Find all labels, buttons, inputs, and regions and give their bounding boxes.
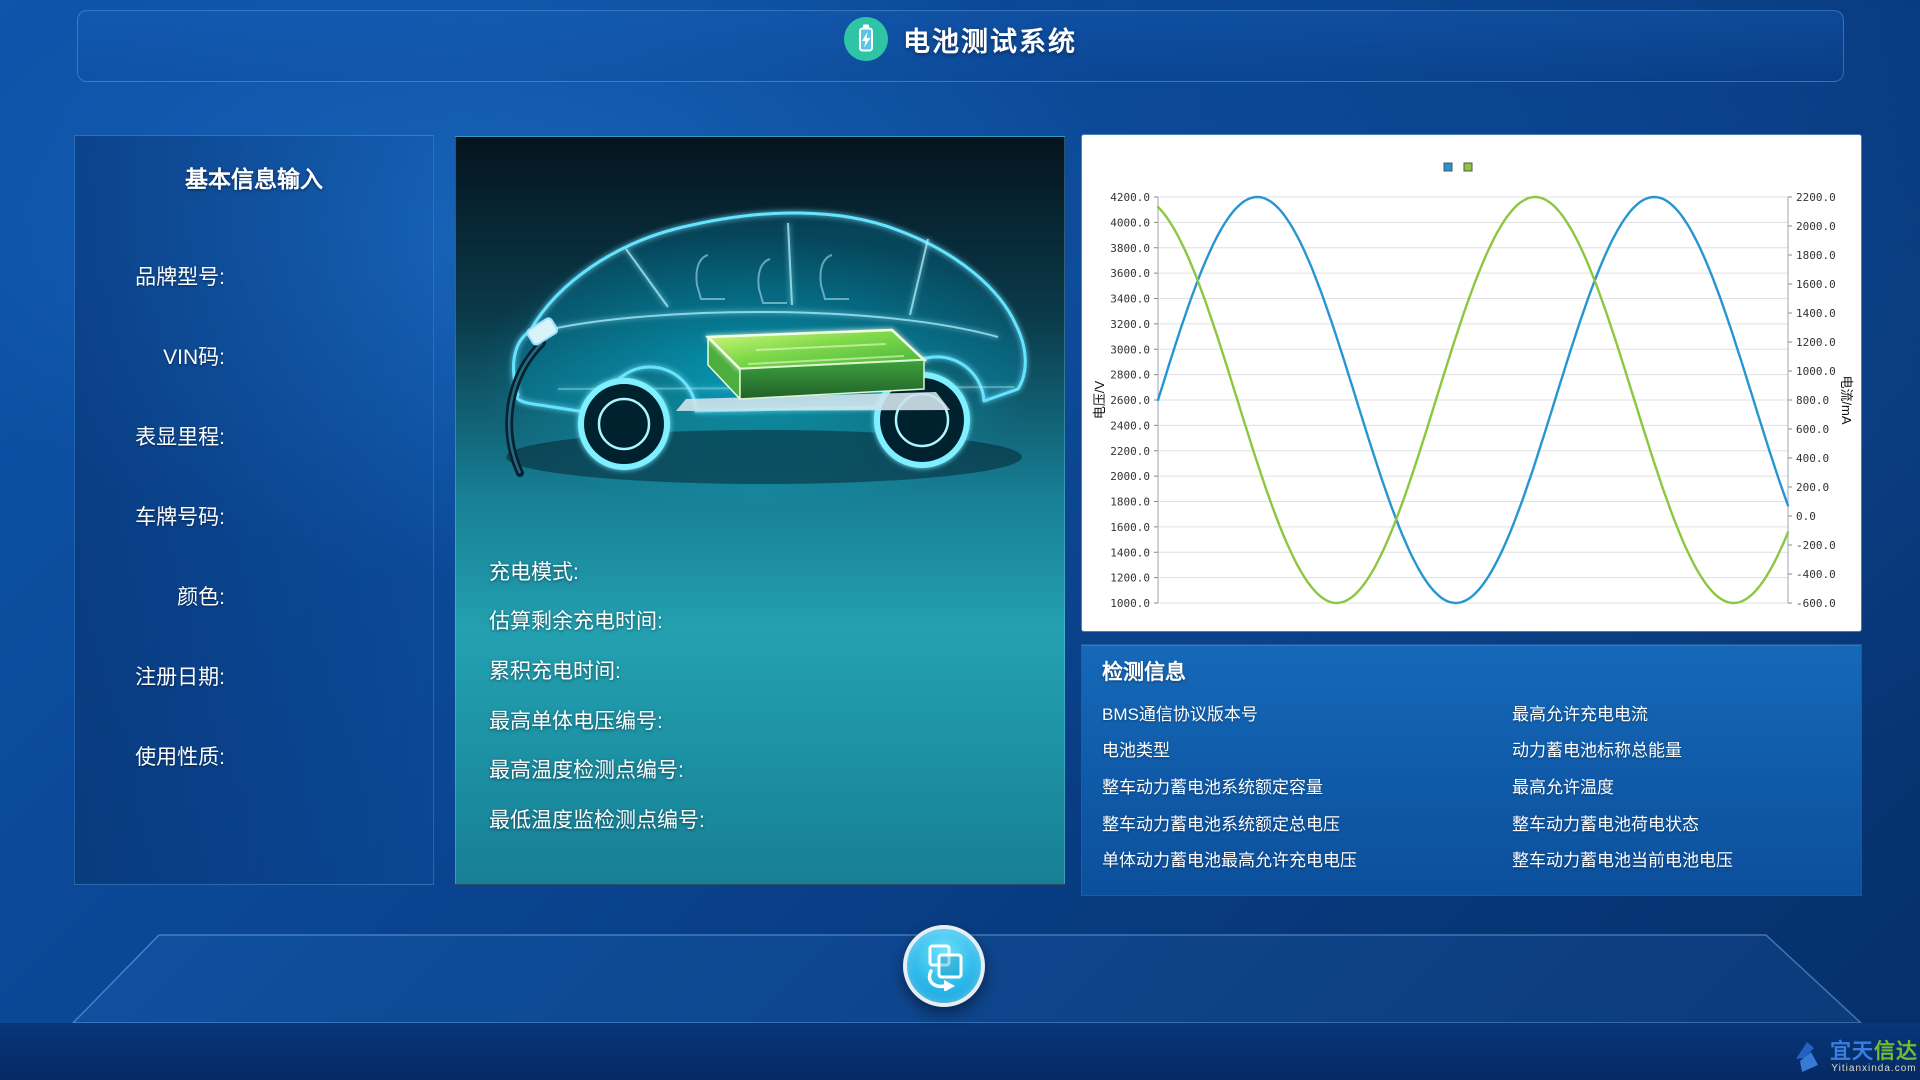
vehicle-panel: 充电模式: 估算剩余充电时间: 累积充电时间: 最高单体电压编号: 最高温度检测点编号:… [455, 136, 1065, 885]
charging-status-fields: 充电模式: 估算剩余充电时间: 累积充电时间: 最高单体电压编号: 最高温度检测点编号:… [489, 546, 705, 844]
svg-text:1200.0: 1200.0 [1110, 572, 1150, 585]
watermark-domain: Yitianxinda.com [1831, 1062, 1917, 1074]
svg-text:1000.0: 1000.0 [1110, 597, 1150, 610]
svg-text:200.0: 200.0 [1796, 481, 1829, 494]
svg-text:1600.0: 1600.0 [1110, 521, 1150, 534]
detection-info-item: 最高允许温度 [1512, 777, 1614, 797]
detection-info-item: 整车动力蓄电池荷电状态 [1512, 814, 1699, 834]
svg-text:1800.0: 1800.0 [1796, 249, 1836, 262]
data-transfer-button[interactable] [903, 925, 985, 1007]
voltage-current-chart-panel: 4200.0 4000.0 3800.0 3600.0 3400.0 3200.0 3000… [1082, 135, 1861, 631]
detection-info-item: 整车动力蓄电池当前电池电压 [1512, 851, 1733, 871]
svg-text:400.0: 400.0 [1796, 452, 1829, 465]
bottom-band [0, 1023, 1920, 1080]
svg-text:3000.0: 3000.0 [1110, 343, 1150, 356]
basic-info-panel: 基本信息输入 品牌型号: VIN码: 表显里程: 车牌号码: 颜色: 注册日期: 使用性质: [74, 135, 434, 885]
detection-info-item: 动力蓄电池标称总能量 [1512, 741, 1682, 761]
svg-text:-400.0: -400.0 [1796, 568, 1836, 581]
watermark-name: 宜天信达 [1830, 1039, 1918, 1063]
svg-text:电压/V: 电压/V [1092, 381, 1107, 420]
svg-text:2200.0: 2200.0 [1110, 445, 1150, 458]
svg-text:3200.0: 3200.0 [1110, 318, 1150, 331]
charging-status-label: 最高单体电压编号: [489, 709, 663, 733]
svg-text:2200.0: 2200.0 [1796, 191, 1836, 204]
svg-text:3600.0: 3600.0 [1110, 267, 1150, 280]
page-title: 电池测试系统 [903, 26, 1077, 57]
detection-info-title: 检测信息 [1102, 661, 1186, 684]
charging-status-label: 充电模式: [489, 560, 579, 584]
basic-info-fields: 品牌型号: VIN码: 表显里程: 车牌号码: 颜色: 注册日期: 使用性质: [75, 236, 225, 796]
detection-info-item: 整车动力蓄电池系统额定总电压 [1102, 814, 1340, 834]
charging-cable-graphic [505, 317, 559, 477]
charging-status-label: 最低温度监检测点编号: [489, 808, 705, 832]
detection-info-item: BMS通信协议版本号 [1102, 704, 1258, 724]
basic-info-field-label: 注册日期: [135, 666, 225, 689]
charging-status-label: 估算剩余充电时间: [489, 610, 663, 634]
svg-text:-600.0: -600.0 [1796, 597, 1836, 610]
svg-text:1600.0: 1600.0 [1796, 278, 1836, 291]
svg-text:1400.0: 1400.0 [1110, 546, 1150, 559]
svg-text:0.0: 0.0 [1796, 510, 1816, 523]
basic-info-field-label: 车牌号码: [135, 506, 225, 529]
svg-text:2000.0: 2000.0 [1110, 470, 1150, 483]
svg-text:4200.0: 4200.0 [1110, 191, 1150, 204]
sync-copy-icon [927, 944, 963, 991]
svg-text:4000.0: 4000.0 [1110, 216, 1150, 229]
svg-text:2800.0: 2800.0 [1110, 369, 1150, 382]
svg-text:2000.0: 2000.0 [1796, 220, 1836, 233]
svg-text:1000.0: 1000.0 [1796, 365, 1836, 378]
svg-text:600.0: 600.0 [1796, 423, 1829, 436]
detection-info-left-column: BMS通信协议版本号 电池类型整车动力蓄电池系统额定容量 整车动力蓄电池系统额定总电… [1102, 694, 1497, 877]
detection-info-item: 整车动力蓄电池系统额定容量 [1102, 777, 1323, 797]
header-bar [77, 10, 1844, 82]
voltage-current-line-chart: 4200.0 4000.0 3800.0 3600.0 3400.0 3200.0 3000… [1092, 162, 1854, 610]
svg-text:电流/mA: 电流/mA [1839, 375, 1854, 424]
basic-info-field-label: 颜色: [177, 586, 225, 609]
basic-info-field-label: 使用性质: [135, 746, 225, 769]
watermark: 宜天信达 Yitianxinda.com [1788, 1038, 1918, 1076]
detection-info-item: 电池类型 [1102, 741, 1170, 761]
svg-text:1400.0: 1400.0 [1796, 307, 1836, 320]
svg-text:800.0: 800.0 [1796, 394, 1829, 407]
watermark-logo-icon [1796, 1042, 1818, 1072]
svg-text:2600.0: 2600.0 [1110, 394, 1150, 407]
svg-text:1200.0: 1200.0 [1796, 336, 1836, 349]
charging-status-label: 累积充电时间: [489, 659, 621, 683]
svg-text:-200.0: -200.0 [1796, 539, 1836, 552]
charging-status-label: 最高温度检测点编号: [489, 759, 684, 783]
header-content: 电池测试系统 [0, 16, 1920, 62]
ev-car-illustration [476, 211, 1036, 512]
svg-text:2400.0: 2400.0 [1110, 419, 1150, 432]
detection-info-right-column: 最高允许充电电流动力蓄电池标称总能量 最高允许温度整车动力蓄电池荷电状态整车动力蓄… [1512, 694, 1907, 877]
detection-info-panel: 检测信息 BMS通信协议版本号 电池类型整车动力蓄电池系统额定容量 整车动力蓄电池系… [1082, 645, 1861, 895]
svg-text:3400.0: 3400.0 [1110, 293, 1150, 306]
svg-text:1800.0: 1800.0 [1110, 496, 1150, 509]
basic-info-field-label: 表显里程: [135, 426, 225, 449]
detection-info-item: 最高允许充电电流 [1512, 704, 1648, 724]
basic-info-field-label: 品牌型号: [135, 266, 225, 289]
basic-info-title: 基本信息输入 [185, 166, 323, 192]
detection-info-item: 单体动力蓄电池最高允许充电电压 [1102, 851, 1357, 871]
basic-info-field-label: VIN码: [163, 346, 225, 369]
battery-pack-graphic [676, 328, 950, 411]
battery-charging-icon [843, 16, 889, 62]
svg-text:3800.0: 3800.0 [1110, 242, 1150, 255]
